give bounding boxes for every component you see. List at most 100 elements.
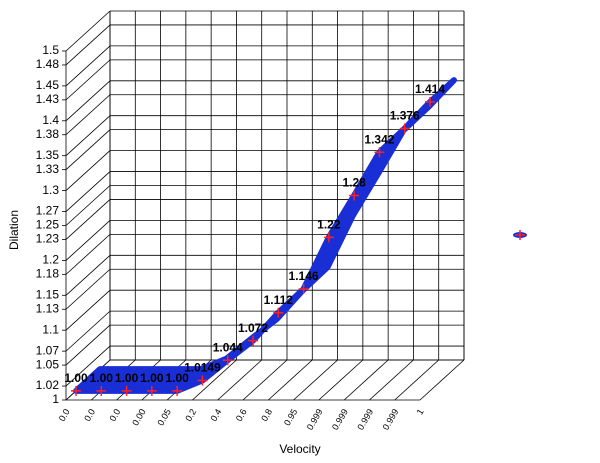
floor-line <box>394 359 439 401</box>
floor-line <box>419 359 465 401</box>
left-wall-line <box>65 199 111 240</box>
data-point <box>146 385 157 396</box>
x-tick-label: 0.0 <box>107 407 122 423</box>
y-tick-label: 1.27 <box>36 204 60 218</box>
floor-line <box>369 359 414 401</box>
floor-line <box>242 359 288 401</box>
data-label: 1.072 <box>238 321 268 335</box>
floor-line <box>293 359 338 401</box>
y-tick-label: 1.3 <box>42 183 59 197</box>
y-tick-label: 1.43 <box>36 92 60 106</box>
ribbon <box>73 77 457 394</box>
data-label: 1.28 <box>342 176 366 190</box>
x-tick-label: 0.0 <box>82 407 97 423</box>
data-point <box>96 385 107 396</box>
floor-line <box>343 359 389 401</box>
data-label: 1.00 <box>165 371 189 385</box>
y-tick-label: 1.1 <box>42 322 59 336</box>
data-point <box>425 96 435 107</box>
x-tick-label: 0.4 <box>209 407 224 423</box>
left-wall-line <box>65 310 111 352</box>
left-wall-line <box>65 324 111 366</box>
left-wall-line <box>65 234 111 275</box>
left-wall-line <box>65 80 111 122</box>
left-wall-line <box>65 115 111 156</box>
data-point <box>323 232 334 243</box>
y-tick-label: 1.25 <box>36 218 60 232</box>
y-tick-label: 1.5 <box>42 43 59 57</box>
x-tick-label: 0.05 <box>156 407 173 427</box>
x-tick-label: 0.0 <box>57 407 72 423</box>
y-axis-title: Dilation <box>7 210 21 250</box>
y-tick-label: 1.15 <box>36 287 60 301</box>
y-tick-label: 1.18 <box>36 267 60 281</box>
data-label: 1.112 <box>264 293 294 307</box>
left-wall-line <box>65 24 111 66</box>
floor-line <box>268 359 313 401</box>
data-point <box>298 284 309 295</box>
data-label: 1.00 <box>140 371 164 385</box>
y-tick-label: 1 <box>52 392 59 406</box>
data-label: 1.342 <box>364 132 394 146</box>
y-tick-label: 1.33 <box>36 162 60 176</box>
data-label: 1.146 <box>289 269 319 283</box>
left-wall-line <box>65 268 111 310</box>
x-tick-label: 0.00 <box>130 407 147 427</box>
x-tick-label: 0.6 <box>234 407 249 423</box>
x-tick-label: 1 <box>415 407 426 416</box>
data-point <box>71 385 81 396</box>
y-tick-label: 1.4 <box>42 113 59 127</box>
y-tick-label: 1.23 <box>36 232 60 246</box>
data-point <box>273 307 284 318</box>
left-wall-line <box>65 10 111 52</box>
x-tick-label: 0.2 <box>183 407 198 423</box>
left-wall-line <box>65 59 111 101</box>
left-wall-line <box>65 345 111 387</box>
y-tick-label: 1.2 <box>42 253 59 267</box>
data-point <box>197 375 208 386</box>
y-tick-label: 1.07 <box>36 343 60 357</box>
legend-marker <box>513 230 527 240</box>
data-label: 1.376 <box>390 109 420 123</box>
y-tick-label: 1.38 <box>36 127 60 141</box>
data-label: 1.22 <box>317 218 341 232</box>
x-tick-label: 0.999 <box>381 407 401 432</box>
left-wall-line <box>65 185 111 226</box>
data-label: 1.414 <box>415 82 445 96</box>
data-point <box>248 335 258 346</box>
y-tick-label: 1.45 <box>36 78 60 92</box>
data-label: 1.044 <box>213 340 243 354</box>
left-wall-line <box>65 220 111 261</box>
floor-line <box>318 359 364 401</box>
x-tick-label: 0.999 <box>305 407 325 432</box>
left-wall-line <box>65 255 111 296</box>
floor-line <box>192 359 237 401</box>
x-tick-label: 0.999 <box>355 407 375 432</box>
data-label: 1.0149 <box>184 361 221 375</box>
data-point <box>399 123 410 134</box>
left-wall-line <box>65 94 111 136</box>
data-point <box>121 385 132 396</box>
data-label: 1.00 <box>90 371 114 385</box>
y-tick-label: 1.13 <box>36 301 60 315</box>
floor-line <box>217 359 262 401</box>
data-label: 1.00 <box>115 371 139 385</box>
y-tick-label: 1.05 <box>36 357 60 371</box>
data-point <box>172 385 183 396</box>
left-wall-line <box>65 171 111 212</box>
data-point <box>349 190 360 201</box>
x-axis-title: Velocity <box>279 442 320 456</box>
x-tick-label: 0.999 <box>330 407 350 432</box>
y-tick-label: 1.48 <box>36 57 60 71</box>
left-wall-line <box>65 129 111 170</box>
data-label: 1.00 <box>64 371 88 385</box>
data-point <box>374 147 385 158</box>
left-wall-line <box>65 289 111 331</box>
y-tick-label: 1.35 <box>36 148 60 162</box>
x-tick-label: 0.8 <box>259 407 274 423</box>
left-wall-line <box>65 150 111 191</box>
left-wall-line <box>65 45 111 87</box>
y-tick-label: 1.02 <box>36 378 60 392</box>
x-tick-label: 0.95 <box>282 407 299 427</box>
